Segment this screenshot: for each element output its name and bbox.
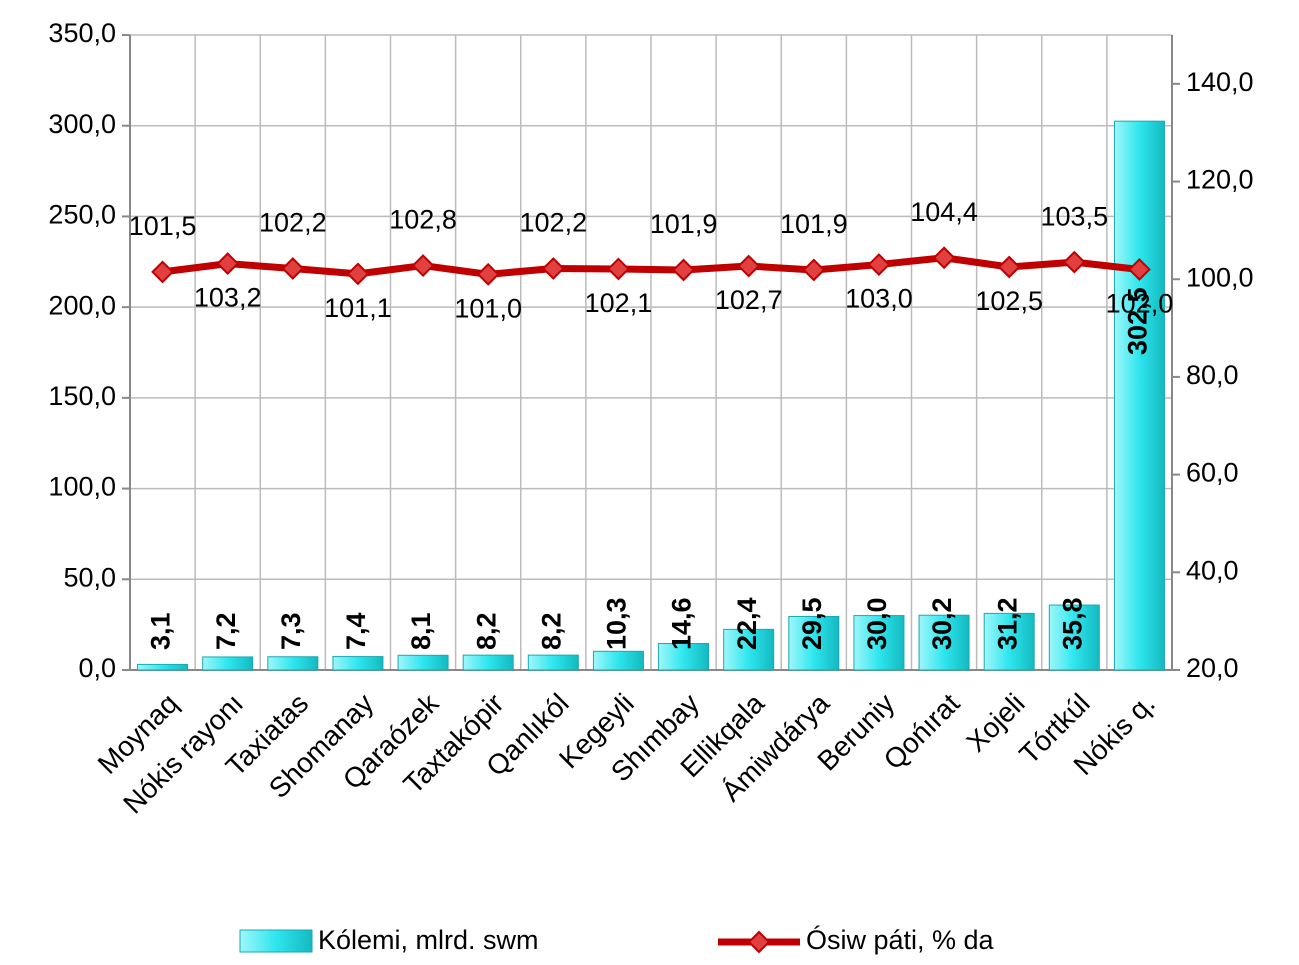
- bar-value-label: 3,1: [146, 612, 176, 650]
- line-value-label: 101,1: [324, 293, 392, 323]
- bar-value-label: 10,3: [602, 597, 632, 650]
- y-tick-label: 100,0: [48, 472, 116, 502]
- bar: [332, 656, 384, 671]
- line-value-label: 101,0: [454, 293, 522, 323]
- bar-value-label: 7,4: [341, 612, 371, 650]
- bar: [592, 650, 644, 671]
- y-tick-label: 350,0: [48, 18, 116, 48]
- line-value-label: 102,2: [259, 208, 327, 238]
- line-value-label: 104,4: [910, 197, 978, 227]
- line-marker: [997, 255, 1021, 279]
- y2-tick-label: 20,0: [1186, 653, 1239, 683]
- line: [162, 254, 1140, 278]
- y2-tick-label: 140,0: [1186, 67, 1254, 97]
- bar-value-label: 7,3: [276, 612, 306, 650]
- line-value-label: 103,2: [194, 283, 262, 313]
- line-value-label: 102,5: [975, 286, 1043, 316]
- y2-tick-label: 60,0: [1186, 458, 1239, 488]
- y-tick-label: 300,0: [48, 109, 116, 139]
- bar-value-label: 31,2: [992, 597, 1022, 650]
- bar: [397, 654, 449, 671]
- bar-value-label: 14,6: [667, 597, 697, 650]
- line-marker: [802, 258, 826, 282]
- line-value-label: 103,0: [845, 284, 913, 314]
- bar-value-label: 8,1: [406, 612, 436, 650]
- y2-tick-label: 40,0: [1186, 555, 1239, 585]
- line-value-label: 102,1: [585, 288, 653, 318]
- line-marker: [151, 260, 174, 284]
- bar-value-label: 22,4: [732, 597, 762, 650]
- line-value-label: 102,8: [389, 205, 457, 235]
- line-marker: [1128, 258, 1151, 281]
- bar: [267, 656, 319, 671]
- bar: [462, 654, 514, 671]
- line-marker: [346, 262, 370, 286]
- bar-value-label: 30,0: [862, 597, 892, 650]
- legend-swatch: [747, 930, 771, 954]
- line-marker: [216, 252, 240, 276]
- y-tick-label: 150,0: [48, 381, 116, 411]
- y2-tick-label: 80,0: [1186, 360, 1239, 390]
- line-marker: [281, 257, 305, 280]
- bar: [527, 654, 579, 671]
- bar-value-label: 35,8: [1057, 597, 1087, 650]
- bar: [658, 643, 710, 671]
- line-value-label: 102,7: [715, 285, 783, 315]
- bar: [788, 615, 840, 671]
- y2-tick-label: 100,0: [1186, 262, 1254, 292]
- bar: [853, 615, 905, 671]
- line-marker: [932, 246, 956, 270]
- line-marker: [541, 257, 565, 280]
- line-marker: [411, 254, 435, 277]
- bar: [918, 614, 970, 671]
- line-marker: [672, 258, 695, 282]
- bar: [723, 628, 775, 671]
- legend-label: Kólemi, mlrd. swm: [318, 925, 539, 955]
- line-marker: [607, 257, 630, 281]
- bar: [137, 663, 189, 671]
- y-tick-label: 50,0: [63, 562, 116, 592]
- y-tick-label: 250,0: [48, 200, 116, 230]
- bar-value-label: 302,5: [1123, 287, 1153, 355]
- line-value-label: 101,9: [780, 209, 848, 239]
- bar: [983, 612, 1035, 671]
- line-value-label: 103,5: [1041, 201, 1109, 231]
- bar: [1113, 120, 1165, 671]
- bar-value-label: 7,2: [211, 612, 241, 650]
- bar: [1048, 604, 1100, 671]
- line-marker: [867, 253, 891, 276]
- y-tick-label: 0,0: [78, 653, 116, 683]
- y2-tick-label: 120,0: [1186, 165, 1254, 195]
- line-marker: [476, 262, 500, 286]
- legend-swatch: [239, 929, 313, 953]
- y-tick-label: 200,0: [48, 290, 116, 320]
- bar-value-label: 30,2: [927, 597, 957, 650]
- bar-value-label: 8,2: [471, 612, 501, 650]
- line-value-label: 102,2: [520, 208, 588, 238]
- line-marker: [1062, 250, 1086, 274]
- line-value-label: 102,0: [1106, 289, 1174, 319]
- line-marker: [737, 254, 761, 278]
- bar-value-label: 8,2: [536, 612, 566, 650]
- bar-value-label: 29,5: [797, 597, 827, 650]
- bar: [202, 656, 254, 671]
- legend-label: Ósiw páti, % da: [806, 924, 995, 955]
- line-value-label: 101,9: [650, 209, 718, 239]
- line-value-label: 101,5: [129, 211, 197, 241]
